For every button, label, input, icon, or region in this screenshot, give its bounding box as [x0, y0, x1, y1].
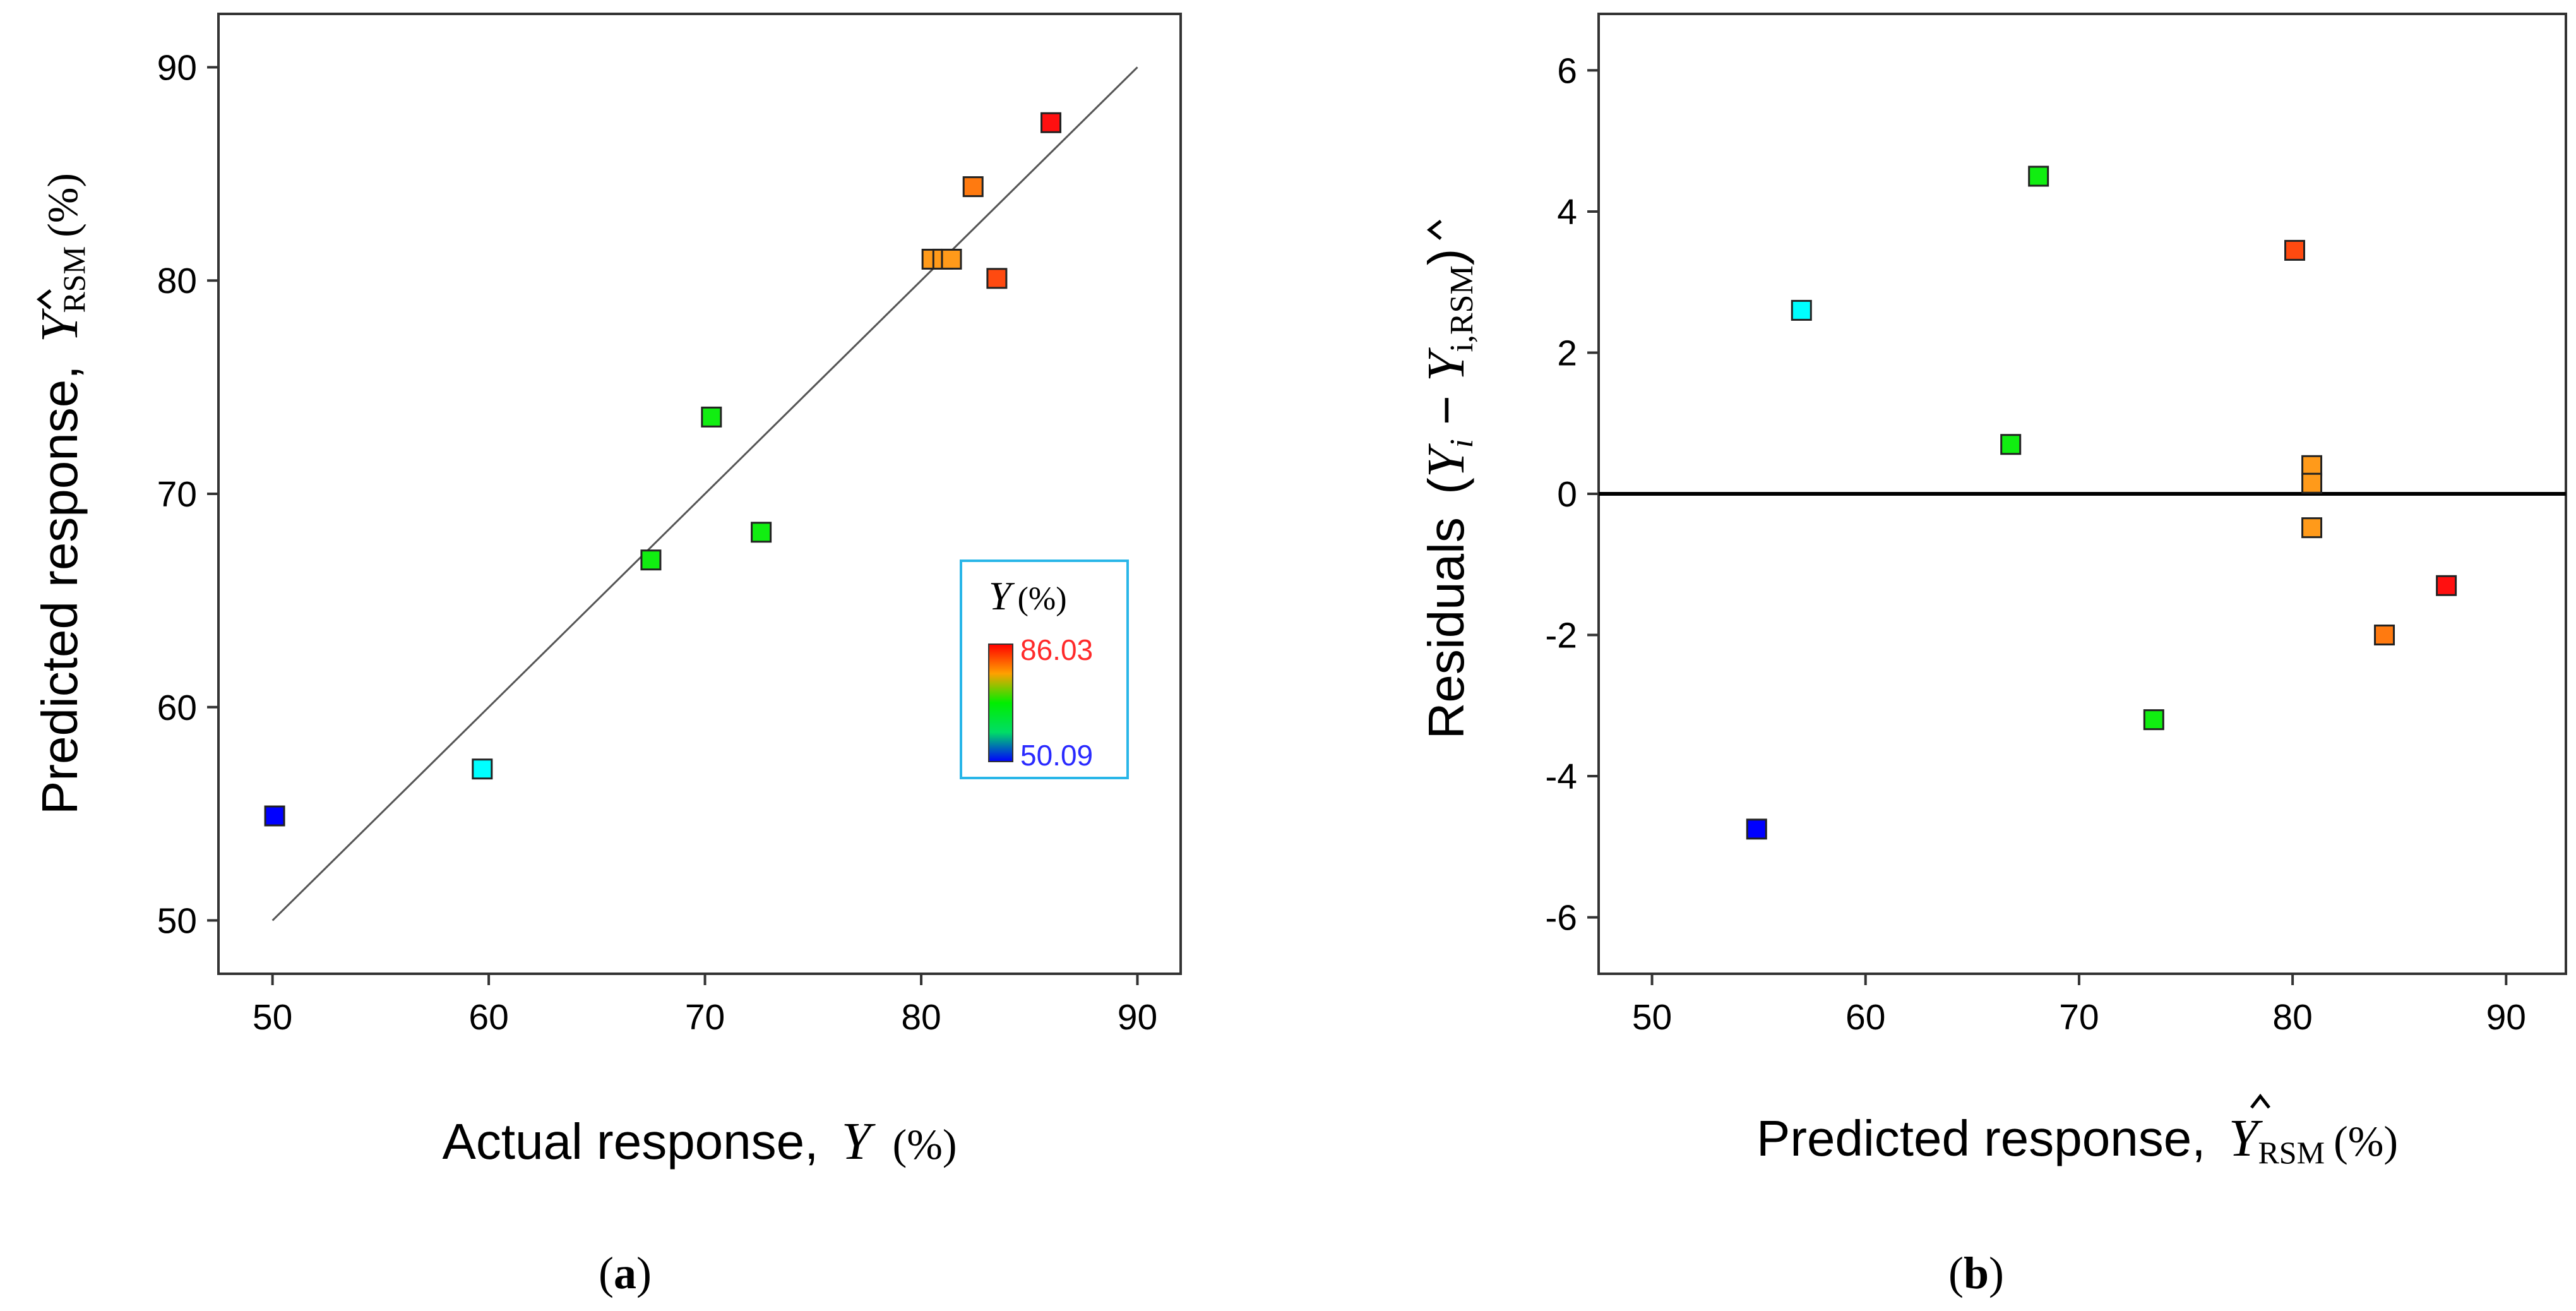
panel-a-data-point	[986, 268, 1008, 289]
panel-b-data-point	[2301, 517, 2323, 539]
panel-b-x-title-unit: (%)	[2334, 1117, 2398, 1165]
panel-a-y-title-symbol: Y	[30, 308, 89, 342]
panel-b-y-tick-label: -6	[1545, 898, 1577, 938]
panel-a-y-tick-label: 70	[157, 474, 197, 515]
panel-a-legend-min-label: 50.09	[1020, 739, 1093, 772]
panel-a-x-tick-label: 60	[468, 997, 508, 1038]
panel-a-x-tick-label: 50	[253, 997, 292, 1038]
panel-a-data-point	[264, 805, 285, 827]
panel-b-y-title-text: Residuals	[1418, 517, 1474, 739]
panel-b-y-title-close: )	[1418, 249, 1474, 266]
panel-b-x-tick-label: 60	[1846, 997, 1885, 1038]
panel-a-y-tick-label: 60	[157, 688, 197, 728]
panel-a-x-tick-label: 70	[685, 997, 725, 1038]
panel-b-data-point	[2301, 472, 2323, 494]
panel-b-x-tick-label: 90	[2486, 997, 2526, 1038]
panel-b-data-point	[2028, 165, 2049, 187]
panel-b-y-axis-title: Residuals (Yi−Yi,RSM)	[1417, 249, 1480, 739]
panel-b-x-axis-title: Predicted response, YRSM (%)	[1756, 1109, 2398, 1170]
panel-a-legend-title-symbol: Y	[989, 573, 1015, 618]
panel-a-x-title-unit: (%)	[893, 1120, 957, 1168]
panel-a-data-point	[962, 176, 984, 198]
panel-a-data-point	[472, 758, 493, 780]
panel-a-x-title-text: Actual response,	[442, 1113, 818, 1170]
panel-b-data-point	[2301, 455, 2323, 476]
panel-a-x-axis-title: Actual response, Y (%)	[442, 1112, 957, 1171]
panel-a-x-tick-label: 90	[1118, 997, 1157, 1038]
panel-a-reference-line	[271, 66, 1138, 921]
panel-a-y-title-hat	[36, 289, 52, 309]
panel-b-y-title-sub1: i	[1444, 439, 1480, 448]
panel-b-x-title-symbol: Y	[2229, 1109, 2263, 1168]
panel-b-x-tick-label: 80	[2272, 997, 2312, 1038]
panel-b-data-point	[2143, 709, 2164, 731]
panel-a-legend-title-unit: (%)	[1018, 581, 1067, 617]
panel-a-y-title-sub: RSM	[56, 246, 92, 313]
panel-b-data-point	[2374, 625, 2395, 646]
panel-a-y-ticks: 50 60 70 80 90	[157, 47, 218, 942]
panel-a-data-point	[701, 406, 722, 428]
panel-b-y-tick-label: 4	[1557, 192, 1577, 232]
panel-b-x-tick-label: 70	[2059, 997, 2099, 1038]
panel-a-x-title-symbol: Y	[842, 1112, 876, 1171]
panel-b-y-title-sym2: Y	[1417, 347, 1476, 381]
panel-a-plot-frame	[217, 13, 1182, 975]
panel-a-legend: Y (%) 86.03 50.09	[960, 560, 1129, 779]
panel-b-y-tick-label: -4	[1545, 757, 1577, 797]
panel-a-legend-colorbar	[988, 644, 1013, 762]
panel-a-y-tick-label: 90	[157, 47, 197, 88]
panel-a-legend-title: Y (%)	[989, 573, 1067, 618]
panel-a-data-point	[751, 522, 772, 543]
panel-a-data-point	[941, 248, 962, 270]
panel-b-y-tick-label: 0	[1557, 474, 1577, 515]
panel-b-data-point	[1746, 818, 1767, 840]
panel-b-y-title-sub2: i,RSM	[1444, 265, 1480, 352]
panel-b-x-tick-label: 50	[1632, 997, 1672, 1038]
panel-a-y-title-unit: (%)	[39, 173, 86, 237]
panel-b-y-tick-label: 6	[1557, 51, 1577, 91]
panel-b-data-point	[2436, 575, 2457, 596]
panel-a-label: (a)	[599, 1248, 652, 1298]
panel-a-x-tick-label: 80	[901, 997, 941, 1038]
panel-b-x-title-sub: RSM	[2258, 1135, 2325, 1170]
panel-a-legend-max-label: 86.03	[1020, 633, 1093, 666]
panel-b-y-title-minus: −	[1418, 395, 1474, 425]
panel-b-data-point	[1791, 299, 1812, 321]
panel-a-y-title-text: Predicted response,	[32, 365, 88, 815]
panel-b-label: (b)	[1948, 1248, 2004, 1298]
panel-b-points	[1746, 165, 2457, 840]
panel-a-points	[264, 112, 1062, 827]
panel-b-x-title-hat	[2250, 1093, 2270, 1109]
panel-b-y-tick-label: 2	[1557, 333, 1577, 373]
panel-b-x-title-text: Predicted response,	[1756, 1110, 2206, 1166]
panel-a-data-point	[640, 549, 662, 571]
panel-b-y-title-sym1: Y	[1417, 443, 1476, 477]
panel-a-y-axis-title: Predicted response, YRSM (%)	[30, 173, 92, 815]
panel-b-y-title-hat	[1426, 220, 1442, 240]
panel-b-data-point	[2000, 434, 2022, 455]
panel-a-y-tick-label: 50	[157, 901, 197, 942]
panel-a-y-tick-label: 80	[157, 261, 197, 301]
panel-b-y-ticks: -6 -4 -2 0 2 4 6	[1545, 51, 1599, 938]
panel-a-x-ticks: 50 60 70 80 90	[253, 974, 1157, 1038]
panel-b-chart: 50 60 70 80 90 -6 -4 -2 0 2 4 6 Predicted response…	[1417, 13, 2567, 1298]
panel-b-x-ticks: 50 60 70 80 90	[1632, 974, 2526, 1038]
panel-a-data-point	[1041, 112, 1062, 133]
panel-b-y-title-open: (	[1418, 477, 1474, 494]
panel-b-y-tick-label: -2	[1545, 616, 1577, 656]
panel-b-data-point	[2284, 239, 2305, 261]
